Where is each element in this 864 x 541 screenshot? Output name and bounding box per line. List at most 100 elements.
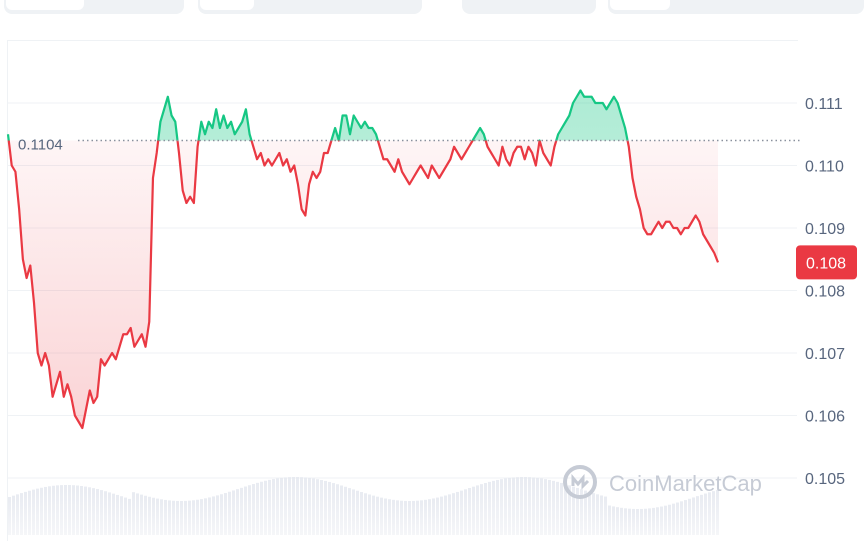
volume-bar	[120, 496, 123, 535]
reference-price-label: 0.1104	[18, 137, 63, 154]
current-price-badge-text: 0.108	[806, 255, 846, 272]
tab-option-3[interactable]	[462, 0, 596, 14]
volume-bar	[512, 477, 515, 535]
volume-bar	[68, 485, 71, 535]
volume-bar	[448, 494, 451, 535]
volume-bar	[84, 486, 87, 535]
volume-bar	[380, 497, 383, 535]
area-above-reference	[8, 90, 718, 141]
volume-bar	[556, 481, 559, 535]
volume-bar	[424, 499, 427, 535]
tab-option-1[interactable]	[4, 0, 184, 14]
volume-bar	[32, 489, 35, 535]
y-tick-label: 0.109	[805, 221, 845, 238]
timeframe-tabs	[0, 0, 864, 18]
volume-bar	[156, 498, 159, 535]
volume-bar	[388, 499, 391, 535]
volume-bar	[144, 495, 147, 535]
volume-bar	[72, 485, 75, 535]
volume-bar	[240, 487, 243, 535]
volume-bar	[660, 506, 663, 535]
volume-bar	[588, 491, 591, 535]
volume-bar	[300, 477, 303, 535]
volume-bar	[344, 486, 347, 535]
volume-bar	[484, 482, 487, 535]
volume-bar	[676, 502, 679, 535]
volume-bar	[320, 480, 323, 535]
volume-bar	[468, 487, 471, 535]
volume-bar	[408, 500, 411, 535]
volume-bar	[92, 488, 95, 535]
volume-bar	[672, 503, 675, 535]
volume-bar	[16, 494, 19, 535]
y-tick-label: 0.106	[805, 409, 845, 426]
volume-bar	[508, 477, 511, 535]
volume-bar	[648, 508, 651, 535]
volume-bar	[288, 477, 291, 535]
volume-bar	[24, 491, 27, 535]
volume-bar	[296, 477, 299, 535]
tab-option-2[interactable]	[198, 0, 422, 14]
volume-bar	[612, 506, 615, 535]
volume-bar	[124, 497, 127, 535]
volume-bar	[460, 490, 463, 535]
volume-bar	[568, 485, 571, 535]
volume-bar	[712, 491, 715, 535]
volume-bar	[392, 499, 395, 535]
tab-option-4-selected	[610, 0, 670, 10]
volume-bar	[572, 486, 575, 535]
volume-bar	[336, 484, 339, 535]
current-price-badge: 0.108	[796, 245, 857, 280]
volume-bar	[8, 497, 11, 535]
watermark-text: CoinMarketCap	[609, 471, 762, 496]
volume-bar	[532, 477, 535, 535]
tab-option-4[interactable]	[608, 0, 864, 14]
volume-bar	[216, 495, 219, 535]
volume-bar	[412, 500, 415, 535]
tab-option-2-selected	[200, 0, 254, 10]
volume-bar	[604, 496, 607, 535]
volume-bar	[200, 499, 203, 535]
chart-frame	[7, 40, 798, 541]
volume-bar	[152, 497, 155, 535]
volume-bar	[544, 479, 547, 535]
volume-bar	[552, 480, 555, 535]
volume-bar	[520, 477, 523, 535]
volume-bar	[636, 508, 639, 535]
volume-bar	[88, 487, 91, 535]
volume-bar	[80, 485, 83, 535]
volume-bar	[696, 496, 699, 535]
volume-bar	[148, 496, 151, 535]
volume-bar	[352, 489, 355, 535]
volume-bar	[452, 493, 455, 535]
volume-bar	[76, 485, 79, 535]
volume-bar	[652, 507, 655, 535]
volume-bar	[164, 499, 167, 535]
volume-bar	[276, 478, 279, 535]
volume-bar	[472, 486, 475, 535]
volume-bar	[692, 497, 695, 535]
volume-bar	[464, 489, 467, 535]
volume-bar	[184, 500, 187, 535]
price-line-down	[7, 140, 720, 430]
volume-bar	[536, 477, 539, 535]
volume-bar	[400, 500, 403, 535]
volume-bar	[436, 497, 439, 535]
volume-bar	[364, 493, 367, 535]
volume-bar	[360, 492, 363, 535]
volume-bar	[332, 483, 335, 535]
volume-bar	[564, 484, 567, 535]
volume-bar	[440, 496, 443, 535]
y-tick-label: 0.105	[805, 471, 845, 488]
volume-bar	[680, 501, 683, 535]
volume-bar	[396, 500, 399, 535]
y-tick-label: 0.107	[805, 346, 845, 363]
volume-bar	[376, 496, 379, 535]
volume-bar	[664, 505, 667, 535]
volume-bar	[476, 485, 479, 535]
volume-bar	[132, 492, 135, 535]
volume-bar	[632, 508, 635, 535]
volume-bar	[620, 507, 623, 535]
volume-bar	[384, 498, 387, 535]
